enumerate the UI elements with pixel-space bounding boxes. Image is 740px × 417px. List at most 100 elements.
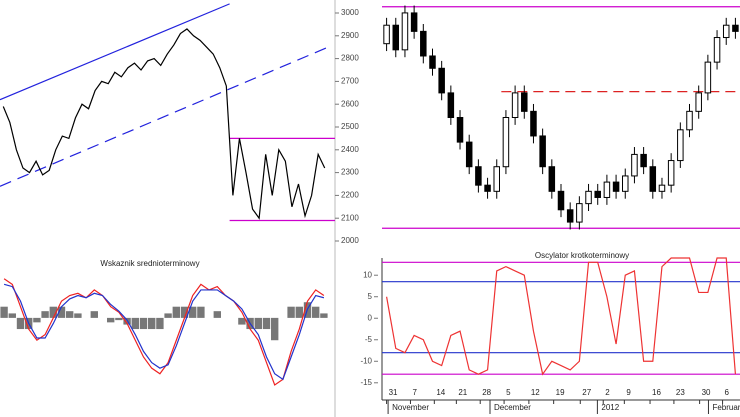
histogram-bar [115,317,123,321]
x-tick-label: 28 [482,388,491,397]
x-tick-label: 9 [626,388,631,397]
histogram-bar [295,306,303,318]
candle-body [677,129,684,162]
y-tick-label: 2000 [341,236,359,245]
series-line [2,28,326,220]
candle-body [649,166,657,192]
trend-line [0,3,230,101]
y-tick-label: 3000 [341,8,359,17]
x-tick-label: 31 [389,388,398,397]
x-tick-label: 5 [506,388,511,397]
candle-body [566,209,574,223]
histogram-bar [139,317,148,330]
candle-body [603,181,611,198]
candle-body [484,184,491,192]
candle-body [410,12,418,32]
y-tick-label: 2600 [341,99,359,108]
series-line [3,278,325,386]
candle-body [420,30,427,57]
candle-body [521,92,528,112]
histogram-bar [287,306,295,318]
candle-body [622,175,629,192]
month-label: 2012 [601,403,619,412]
candle-body [631,153,638,177]
candle-body [732,24,739,32]
candle-body [502,117,510,168]
y-tick-label: 2300 [341,168,359,177]
candle-body [401,12,409,51]
x-tick-label: 27 [582,388,591,397]
histogram-bar [33,317,41,323]
y-tick-label: 5 [368,292,373,301]
candle-body [548,166,556,192]
x-tick-label: 21 [458,388,467,397]
y-tick-label: 2200 [341,191,359,200]
month-label: February [712,403,740,412]
x-tick-label: 2 [605,388,610,397]
y-tick-label: -5 [365,335,373,344]
x-tick-label: 6 [725,388,730,397]
y-tick-label: 2900 [341,31,359,40]
month-label: November [392,403,429,412]
histogram-bar [271,317,279,341]
candle-body [383,24,390,45]
x-tick-label: 23 [676,388,685,397]
series-line [385,257,737,376]
y-tick-label: 2500 [341,122,359,131]
y-tick-label: 2400 [341,145,359,154]
candle-body [667,160,675,186]
y-tick-label: -15 [360,378,372,387]
histogram-bar [320,313,328,318]
month-label: December [494,403,531,412]
candle-body [465,141,473,168]
histogram-bar [312,306,320,318]
candle-body [530,110,537,137]
candle-body [493,166,500,192]
candle-body [392,24,400,51]
panel-title: Oscylator krotkoterminowy [535,251,629,260]
histogram-bar [262,317,271,330]
candle-body [557,190,565,211]
candle-body [511,92,519,118]
histogram-bar [57,306,66,318]
histogram-bar [74,313,82,318]
histogram-bar [90,311,98,318]
y-tick-label: -10 [360,356,372,365]
histogram-bar [131,317,139,330]
histogram-bar [197,306,205,318]
histogram-bar [156,317,164,330]
y-tick-label: 0 [368,313,373,322]
histogram-bar [254,317,262,330]
histogram-bar [16,317,25,330]
candle-body [713,37,721,63]
histogram-bar [180,306,189,318]
candle-body [438,67,445,94]
candle-body [539,135,546,168]
panel-title: Wskaznik srednioterminowy [100,259,199,268]
histogram-bar [8,313,16,318]
x-tick-label: 19 [556,388,565,397]
candle-body [456,117,464,143]
candle-body [585,190,592,205]
y-tick-label: 10 [363,270,372,279]
candle-body [695,92,702,112]
candle-body [686,110,693,131]
histogram-bar [0,306,8,318]
y-tick-label: 2800 [341,54,359,63]
candle-body [429,55,436,69]
y-tick-label: 2700 [341,77,359,86]
y-tick-label: 2100 [341,213,359,222]
candle-body [640,153,647,168]
x-tick-label: 30 [702,388,711,397]
candle-body [576,203,583,223]
x-tick-label: 14 [436,388,445,397]
histogram-bar [49,306,57,318]
candle-body [704,61,712,94]
histogram-bar [189,306,197,318]
histogram-bar [107,317,115,323]
histogram-bar [148,317,156,330]
candle-body [475,166,482,186]
candle-body [658,184,666,192]
